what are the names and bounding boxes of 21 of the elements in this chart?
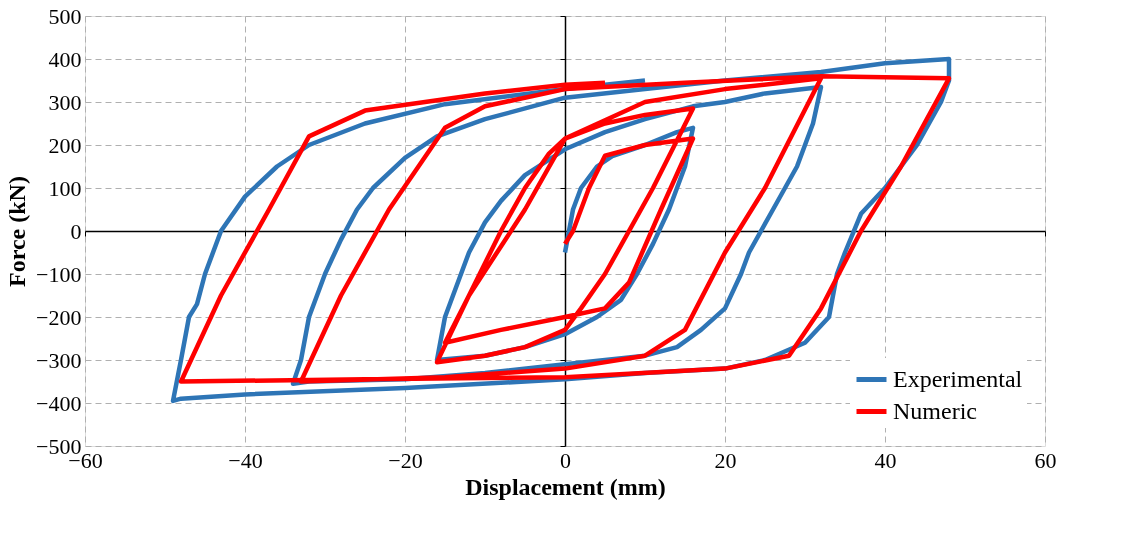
x-tick-label: −20 [388, 447, 423, 473]
y-tick-label: −500 [36, 433, 82, 459]
x-tick-label: 20 [714, 447, 737, 473]
y-tick-label: 100 [48, 175, 82, 201]
y-tick-label: 300 [48, 89, 82, 115]
y-tick-label: −100 [36, 261, 82, 287]
x-tick-label: 0 [560, 447, 571, 473]
y-tick-label: 0 [70, 218, 82, 244]
y-tick-label: 400 [48, 46, 82, 72]
legend-label: Experimental [893, 365, 1023, 392]
y-tick-label: 500 [48, 3, 82, 29]
y-tick-label: 200 [48, 132, 82, 158]
legend-label: Numeric [893, 397, 977, 424]
x-tick-label: −40 [228, 447, 263, 473]
y-tick-label: −300 [36, 347, 82, 373]
x-tick-label: 60 [1034, 447, 1057, 473]
y-tick-label: −400 [36, 390, 82, 416]
y-tick-label: −200 [36, 304, 82, 330]
x-axis-title: Displacement (mm) [465, 473, 666, 500]
x-tick-label: 40 [874, 447, 897, 473]
y-axis-title: Force (kN) [4, 176, 31, 287]
